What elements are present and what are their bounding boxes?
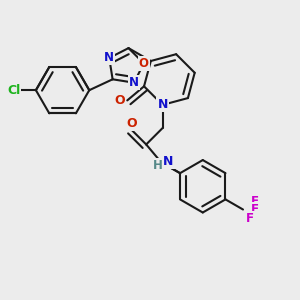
Text: N: N	[129, 76, 139, 89]
Text: O: O	[126, 117, 137, 130]
Text: O: O	[115, 94, 125, 107]
Text: N: N	[104, 51, 114, 64]
Text: F: F	[251, 203, 259, 216]
Text: N: N	[163, 155, 174, 168]
Text: N: N	[158, 98, 168, 111]
Text: F: F	[246, 212, 254, 225]
Text: H: H	[152, 159, 162, 172]
Text: F: F	[251, 195, 259, 208]
Text: Cl: Cl	[7, 84, 20, 97]
Text: O: O	[139, 57, 149, 70]
